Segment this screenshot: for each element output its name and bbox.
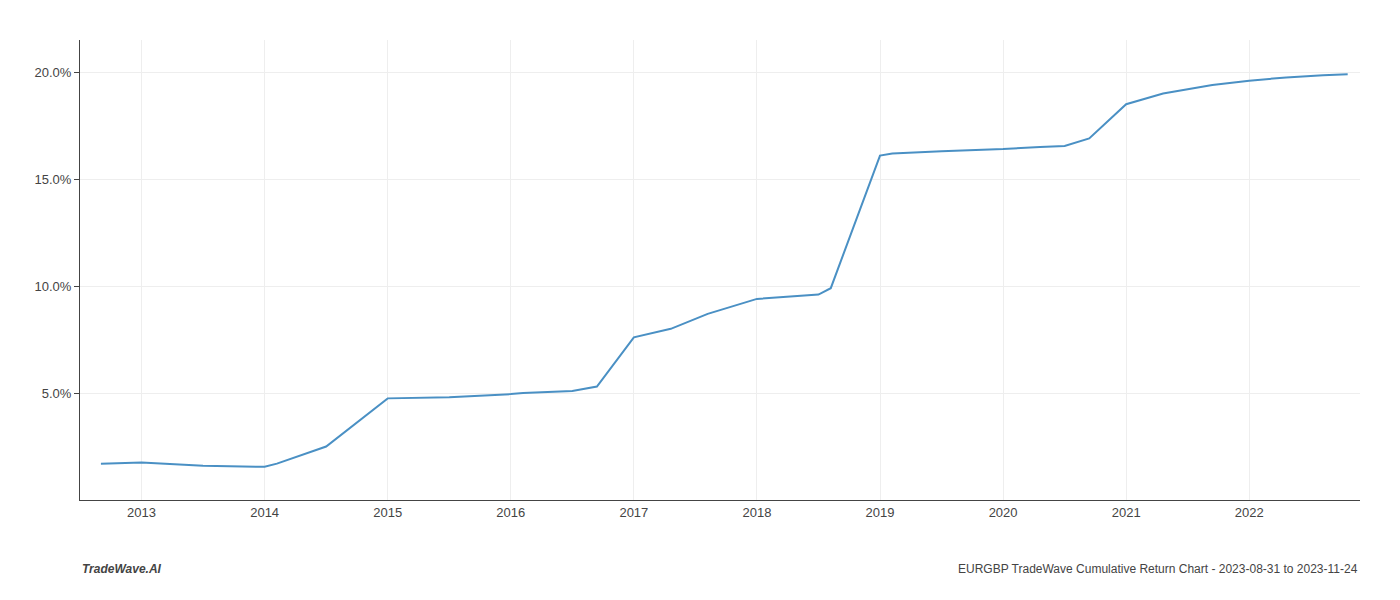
svg-text:10.0%: 10.0% [35,279,72,294]
svg-text:2021: 2021 [1112,505,1141,520]
svg-text:2016: 2016 [496,505,525,520]
svg-text:5.0%: 5.0% [42,386,72,401]
svg-text:2013: 2013 [127,505,156,520]
svg-text:2017: 2017 [619,505,648,520]
svg-text:2015: 2015 [373,505,402,520]
svg-text:2022: 2022 [1235,505,1264,520]
svg-text:2019: 2019 [866,505,895,520]
svg-text:15.0%: 15.0% [35,172,72,187]
svg-text:2014: 2014 [250,505,279,520]
svg-text:2020: 2020 [989,505,1018,520]
svg-text:20.0%: 20.0% [35,65,72,80]
svg-text:TradeWave.AI: TradeWave.AI [82,562,162,576]
svg-text:2018: 2018 [742,505,771,520]
svg-text:EURGBP TradeWave Cumulative Re: EURGBP TradeWave Cumulative Return Chart… [958,562,1358,576]
